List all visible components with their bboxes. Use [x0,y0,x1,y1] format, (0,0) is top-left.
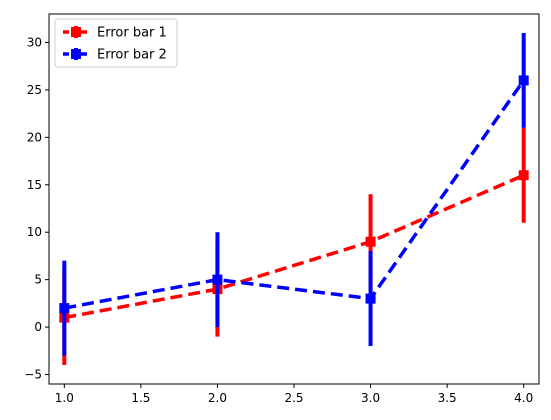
legend-marker [71,49,81,59]
y-tick-label: 20 [27,130,42,144]
legend-marker [71,27,81,37]
data-point [518,170,529,181]
y-tick-label: 5 [34,273,42,287]
y-tick-label: 25 [27,83,42,97]
data-point [212,274,223,285]
series-line [63,173,525,320]
x-tick-label: 1.0 [55,391,74,405]
y-tick-label: 30 [27,35,42,49]
data-point [365,236,376,247]
series-2 [59,32,529,356]
axes-layer: 1.0 1.5 2.0 2.5 3.0 3.5 4.0 −5 0 5 10 15 20 25 30 [24,13,540,405]
legend-label: Error bar 1 [97,26,167,41]
legend: Error bar 1 Error bar 2 [54,18,178,68]
x-tick-label: 4.0 [514,391,533,405]
legend-label: Error bar 2 [97,48,167,63]
data-point [59,303,70,314]
plot-layer [59,32,529,366]
legend-item: Error bar 1 [63,26,167,41]
x-tick-label: 2.5 [284,391,303,405]
x-tick-label: 3.0 [361,391,380,405]
legend-item: Error bar 2 [63,48,167,63]
series-1 [59,127,529,366]
y-tick-label: −5 [24,368,42,382]
y-tick-label: 10 [27,225,42,239]
x-tick-label: 1.5 [131,391,150,405]
x-tick-label: 2.0 [208,391,227,405]
data-point [365,293,376,304]
y-tick-label: 15 [27,178,42,192]
data-point [518,75,529,86]
x-tick-label: 3.5 [438,391,457,405]
y-tick-label: 0 [34,320,42,334]
series-line [63,79,526,310]
